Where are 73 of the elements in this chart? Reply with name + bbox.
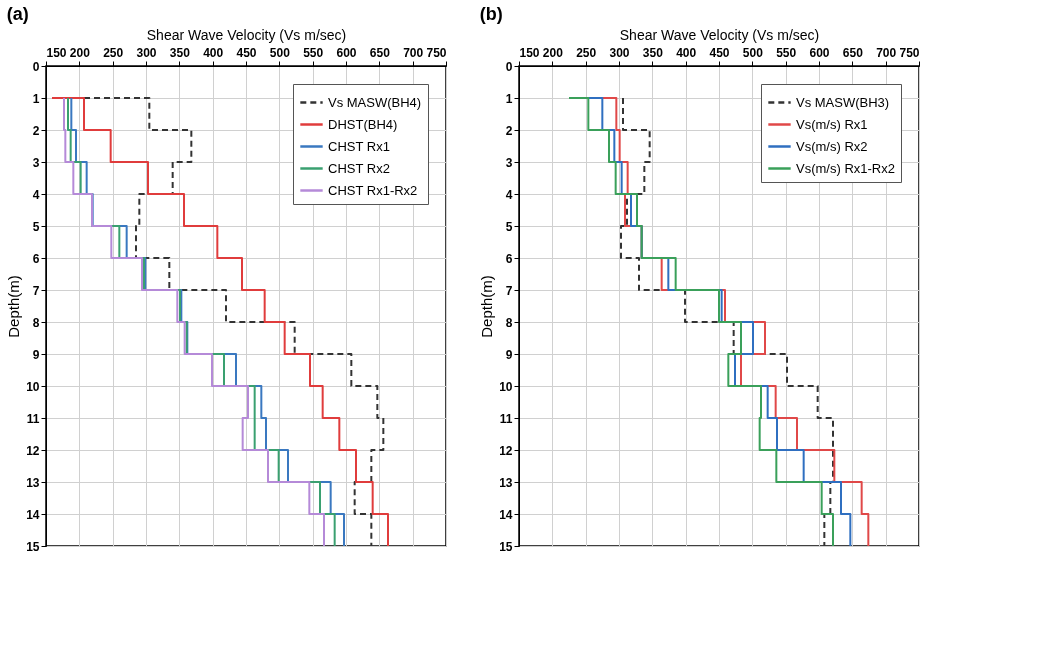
y-tick-label: 7: [505, 283, 513, 298]
y-tick-label: 6: [505, 251, 513, 266]
y-tick-label: 15: [499, 539, 513, 554]
x-tick-label: 250: [103, 45, 124, 60]
x-tick-label: 400: [676, 45, 697, 60]
y-tick-label: 14: [26, 507, 40, 522]
y-tick-label: 12: [26, 443, 40, 458]
x-tick-label: 250: [576, 45, 597, 60]
y-tick-label: 0: [505, 59, 513, 74]
y-tick-label: 8: [32, 315, 40, 330]
y-tick-label: 11: [26, 411, 40, 426]
x-tick-label: 300: [136, 45, 157, 60]
legend-label: Vs(m/s) Rx1: [796, 116, 868, 132]
x-tick-label: 450: [236, 45, 257, 60]
x-tick-label: 400: [203, 45, 224, 60]
y-tick-label: 3: [505, 155, 513, 170]
y-tick-label: 3: [32, 155, 40, 170]
legend-label: Vs MASW(BH4): [328, 94, 422, 110]
x-tick-label: 600: [336, 45, 357, 60]
x-tick-label: 150: [46, 45, 67, 60]
y-axis-title: Depth(m): [5, 275, 23, 338]
x-tick-label: 600: [809, 45, 830, 60]
y-tick-label: 1: [32, 91, 40, 106]
x-tick-label: 750: [426, 45, 447, 60]
legend-label: DHST(BH4): [328, 116, 398, 132]
legend-label: CHST Rx1-Rx2: [328, 182, 418, 198]
x-tick-label: 550: [303, 45, 324, 60]
y-tick-label: 9: [32, 347, 40, 362]
y-tick-label: 1: [505, 91, 513, 106]
y-tick-label: 10: [26, 379, 40, 394]
y-tick-label: 14: [499, 507, 513, 522]
y-axis-title: Depth(m): [478, 275, 496, 338]
x-tick-label: 200: [69, 45, 91, 60]
y-tick-label: 2: [505, 123, 513, 138]
legend-label: Vs MASW(BH3): [796, 94, 890, 110]
x-tick-label: 450: [709, 45, 730, 60]
y-tick-label: 15: [26, 539, 40, 554]
x-tick-label: 650: [369, 45, 391, 60]
y-tick-label: 7: [32, 283, 40, 298]
x-tick-label: 650: [842, 45, 864, 60]
x-axis-title: Shear Wave Velocity (Vs m/sec): [146, 26, 347, 43]
y-tick-label: 5: [32, 219, 40, 234]
x-tick-label: 700: [403, 45, 424, 60]
y-tick-label: 4: [505, 187, 513, 202]
x-axis-title: Shear Wave Velocity (Vs m/sec): [619, 26, 820, 43]
y-tick-label: 6: [32, 251, 40, 266]
legend-label: Vs(m/s) Rx2: [796, 138, 868, 154]
x-tick-label: 500: [269, 45, 291, 60]
x-tick-label: 200: [542, 45, 564, 60]
chart-title: (b): [479, 4, 503, 24]
x-tick-label: 550: [776, 45, 797, 60]
legend-label: CHST Rx1: [328, 138, 390, 154]
y-tick-label: 2: [32, 123, 40, 138]
y-tick-label: 5: [505, 219, 513, 234]
y-tick-label: 13: [499, 475, 513, 490]
y-tick-label: 13: [26, 475, 40, 490]
y-tick-label: 12: [499, 443, 513, 458]
y-tick-label: 11: [499, 411, 513, 426]
x-tick-label: 350: [169, 45, 191, 60]
y-tick-label: 8: [505, 315, 513, 330]
legend-label: Vs(m/s) Rx1-Rx2: [796, 160, 895, 176]
x-tick-label: 350: [642, 45, 664, 60]
x-tick-label: 150: [519, 45, 540, 60]
x-tick-label: 500: [742, 45, 764, 60]
legend-label: CHST Rx2: [328, 160, 390, 176]
chart-title: (a): [6, 4, 29, 24]
y-tick-label: 4: [32, 187, 40, 202]
y-tick-label: 10: [499, 379, 513, 394]
x-tick-label: 300: [609, 45, 630, 60]
y-tick-label: 9: [505, 347, 513, 362]
y-tick-label: 0: [32, 59, 40, 74]
x-tick-label: 700: [876, 45, 897, 60]
x-tick-label: 750: [899, 45, 920, 60]
